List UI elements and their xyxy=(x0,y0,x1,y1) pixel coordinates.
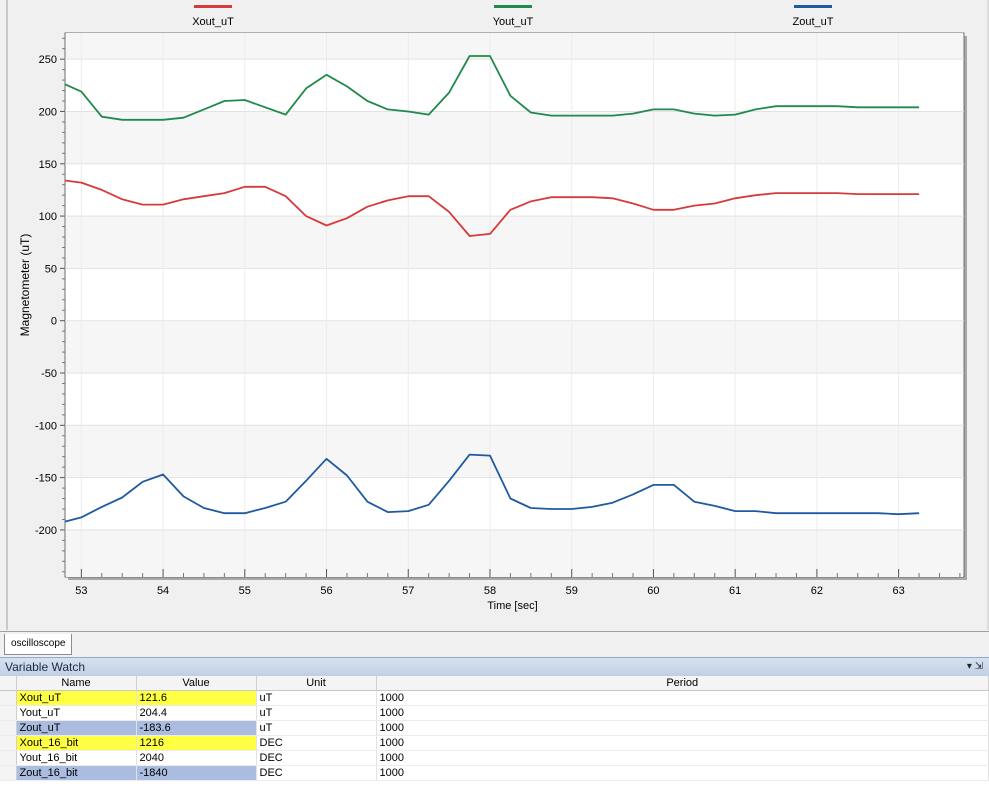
legend-swatch xyxy=(194,5,232,8)
y-tick-label: -100 xyxy=(35,420,57,432)
legend-swatch xyxy=(794,5,832,8)
legend-label: Zout_uT xyxy=(793,16,834,28)
cell-period[interactable]: 1000 xyxy=(376,720,989,736)
oscilloscope-chart[interactable]: 250 200 150 100 50 0 -50 -100 -150 -200 53 54 55 56 57… xyxy=(0,0,989,630)
column-header-period[interactable]: Period xyxy=(376,676,989,691)
row-gutter xyxy=(0,750,17,766)
cell-unit[interactable]: uT xyxy=(256,705,377,721)
column-header-name[interactable]: Name xyxy=(16,676,137,691)
plot-band xyxy=(66,529,963,577)
cell-value[interactable]: -183.6 xyxy=(136,720,257,736)
y-axis-title: Magnetometer (uT) xyxy=(18,234,32,337)
cell-unit[interactable]: DEC xyxy=(256,765,377,781)
row-gutter xyxy=(0,705,17,721)
plot-band xyxy=(66,216,963,269)
tab-oscilloscope[interactable]: oscilloscope xyxy=(4,634,73,655)
table-row[interactable]: Yout_16_bit 2040 DEC 1000 xyxy=(0,750,989,766)
series-line-xout-ut xyxy=(64,179,920,237)
cell-unit[interactable]: DEC xyxy=(256,735,377,751)
cell-value[interactable]: 121.6 xyxy=(136,690,257,706)
y-tick-label: 200 xyxy=(39,106,57,118)
table-row[interactable]: Zout_uT -183.6 uT 1000 xyxy=(0,720,989,736)
x-tick-label: 59 xyxy=(566,585,578,597)
table-row[interactable]: Xout_uT 121.6 uT 1000 xyxy=(0,690,989,706)
cell-name[interactable]: Yout_16_bit xyxy=(16,750,137,766)
row-header-gutter xyxy=(0,676,17,691)
column-header-unit[interactable]: Unit xyxy=(256,676,377,691)
cell-name[interactable]: Xout_uT xyxy=(16,690,137,706)
x-tick-label: 53 xyxy=(75,585,87,597)
cell-name[interactable]: Xout_16_bit xyxy=(16,735,137,751)
pin-icon[interactable]: ▾ ⇲ xyxy=(966,661,983,672)
row-gutter xyxy=(0,690,17,706)
legend-label: Yout_uT xyxy=(493,16,534,28)
cell-value[interactable]: 2040 xyxy=(136,750,257,766)
plot-band xyxy=(66,320,963,373)
y-tick-label: -200 xyxy=(35,525,57,537)
x-tick-label: 61 xyxy=(729,585,741,597)
y-tick-label: 250 xyxy=(39,54,57,66)
y-tick-label: 150 xyxy=(39,159,57,171)
cell-unit[interactable]: uT xyxy=(256,690,377,706)
y-tick-label: 100 xyxy=(39,211,57,223)
x-tick-label: 63 xyxy=(892,585,904,597)
variable-watch-header: Variable Watch ▾ ⇲ xyxy=(0,657,989,677)
x-tick-label: 58 xyxy=(484,585,496,597)
y-tick-label: -150 xyxy=(35,473,57,485)
cell-name[interactable]: Zout_uT xyxy=(16,720,137,736)
table-row[interactable]: Yout_uT 204.4 uT 1000 xyxy=(0,705,989,721)
table-header-row: Name Value Unit Period xyxy=(0,676,989,691)
x-tick-label: 57 xyxy=(402,585,414,597)
x-tick-label: 62 xyxy=(811,585,823,597)
y-tick-label: 50 xyxy=(45,263,57,275)
cell-period[interactable]: 1000 xyxy=(376,690,989,706)
row-gutter xyxy=(0,765,17,781)
x-tick-label: 60 xyxy=(647,585,659,597)
legend-label: Xout_uT xyxy=(192,16,234,28)
x-axis-title: Time [sec] xyxy=(487,600,537,612)
cell-name[interactable]: Yout_uT xyxy=(16,705,137,721)
cell-value[interactable]: -1840 xyxy=(136,765,257,781)
cell-name[interactable]: Zout_16_bit xyxy=(16,765,137,781)
variable-watch-title: Variable Watch xyxy=(5,660,86,674)
table-row[interactable]: Zout_16_bit -1840 DEC 1000 xyxy=(0,765,989,781)
tab-strip: oscilloscope xyxy=(0,631,989,657)
plot-band xyxy=(66,111,963,164)
cell-value[interactable]: 204.4 xyxy=(136,705,257,721)
cell-period[interactable]: 1000 xyxy=(376,765,989,781)
y-tick-label: -50 xyxy=(41,368,57,380)
x-tick-label: 56 xyxy=(320,585,332,597)
row-gutter xyxy=(0,735,17,751)
cell-unit[interactable]: uT xyxy=(256,720,377,736)
y-tick-label: 0 xyxy=(51,316,57,328)
series-line-yout-ut xyxy=(64,55,920,121)
column-header-value[interactable]: Value xyxy=(136,676,257,691)
table-row[interactable]: Xout_16_bit 1216 DEC 1000 xyxy=(0,735,989,751)
cell-period[interactable]: 1000 xyxy=(376,750,989,766)
cell-unit[interactable]: DEC xyxy=(256,750,377,766)
x-tick-label: 54 xyxy=(157,585,169,597)
cell-value[interactable]: 1216 xyxy=(136,735,257,751)
legend-swatch xyxy=(494,5,532,8)
plot-band xyxy=(66,425,963,478)
plot-band xyxy=(66,33,963,60)
variable-watch-table: Name Value Unit Period Xout_uT 121.6 uT 100… xyxy=(0,676,989,790)
x-tick-label: 55 xyxy=(239,585,251,597)
cell-period[interactable]: 1000 xyxy=(376,735,989,751)
series-line-zout-ut xyxy=(64,453,920,523)
cell-period[interactable]: 1000 xyxy=(376,705,989,721)
row-gutter xyxy=(0,720,17,736)
